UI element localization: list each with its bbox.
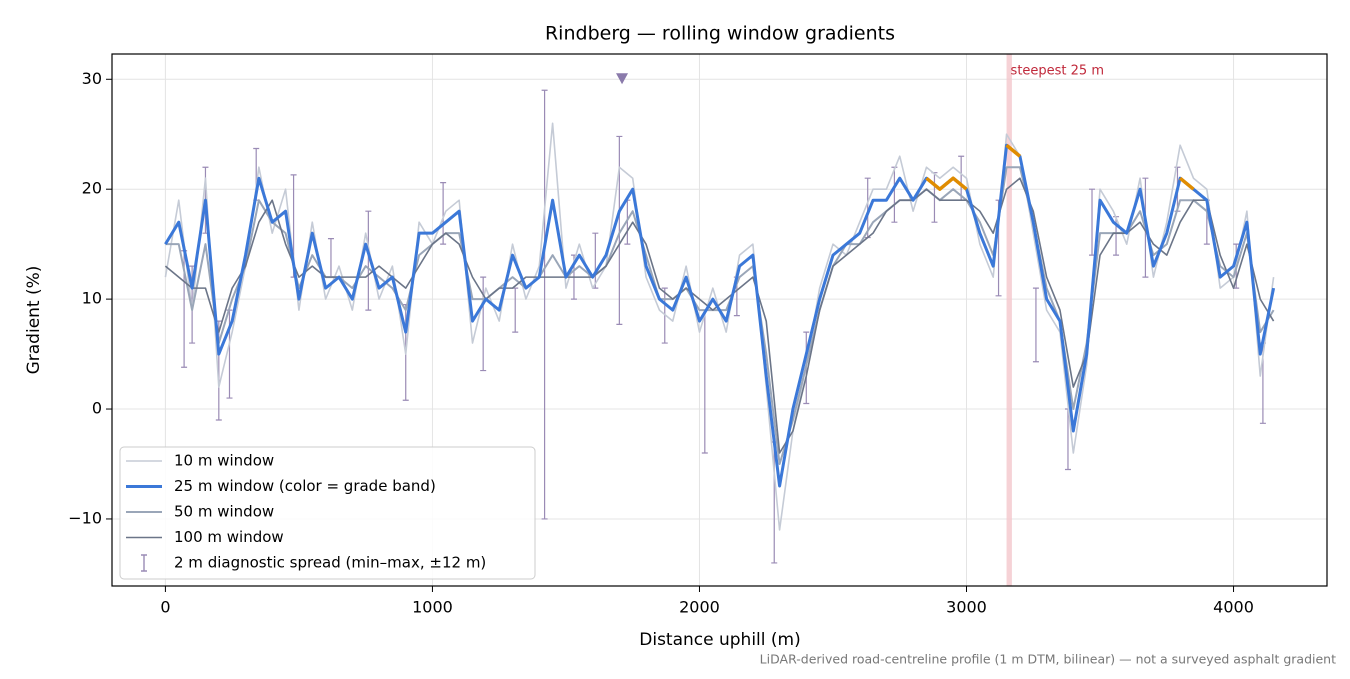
series-line xyxy=(164,177,1275,454)
y-axis-label: Gradient (%) xyxy=(24,266,44,375)
x-tick-label: 0 xyxy=(160,598,170,617)
highlight-span xyxy=(1006,54,1012,586)
error-bar xyxy=(365,210,372,311)
x-tick-label: 4000 xyxy=(1213,598,1254,617)
error-bar xyxy=(1089,188,1096,256)
grade-band-segment xyxy=(1179,176,1195,191)
error-bar xyxy=(512,287,519,333)
error-bar xyxy=(661,287,668,344)
x-tick-label: 3000 xyxy=(946,598,987,617)
error-bar xyxy=(480,276,487,372)
error-bar xyxy=(440,182,447,245)
y-tick-label: −10 xyxy=(68,508,102,527)
legend-label: 10 m window xyxy=(174,452,274,470)
error-bar xyxy=(541,89,548,520)
legend-box xyxy=(119,446,536,580)
error-bar xyxy=(1032,287,1039,363)
error-bar xyxy=(891,166,898,223)
x-tick-label: 2000 xyxy=(679,598,720,617)
plot-frame xyxy=(111,53,1328,587)
y-tick-label: 10 xyxy=(82,289,102,308)
footnote: LiDAR-derived road-centreline profile (1… xyxy=(760,652,1336,667)
grade-band-segment xyxy=(1005,143,1022,158)
chart-title: Rindberg — rolling window gradients xyxy=(545,23,895,45)
legend-swatch xyxy=(141,554,147,572)
error-bar xyxy=(327,238,334,278)
legend-label: 50 m window xyxy=(174,503,274,521)
y-tick-label: 0 xyxy=(92,399,102,418)
span-label: steepest 25 m xyxy=(1011,64,1104,79)
error-bar xyxy=(701,309,708,454)
legend-label: 2 m diagnostic spread (min–max, ±12 m) xyxy=(174,554,486,572)
grade-band-segment xyxy=(925,176,968,191)
legend-label: 100 m window xyxy=(174,528,284,546)
x-tick-label: 1000 xyxy=(412,598,453,617)
y-tick-label: 30 xyxy=(82,69,102,88)
legend-label: 25 m window (color = grade band) xyxy=(174,477,436,495)
x-axis-label: Distance uphill (m) xyxy=(639,630,800,650)
y-tick-label: 20 xyxy=(82,179,102,198)
series-line xyxy=(164,143,1276,488)
marker xyxy=(616,73,629,85)
